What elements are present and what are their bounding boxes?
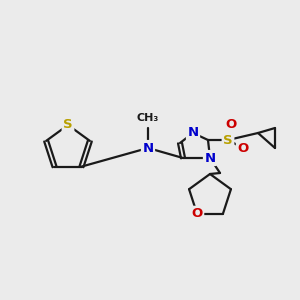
Text: N: N [142, 142, 154, 154]
Text: S: S [63, 118, 73, 131]
Text: O: O [191, 207, 203, 220]
Text: O: O [237, 142, 249, 154]
Text: N: N [188, 127, 199, 140]
Text: O: O [225, 118, 237, 131]
Text: CH₃: CH₃ [137, 113, 159, 123]
Text: N: N [204, 152, 216, 164]
Text: S: S [223, 134, 233, 146]
